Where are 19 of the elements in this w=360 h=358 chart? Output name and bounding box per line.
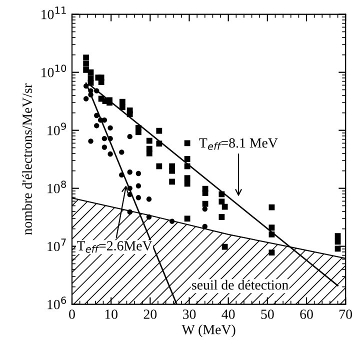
x-tick-label: 60 bbox=[300, 310, 313, 319]
annotation: T$_{eff}$=8.1 MeV bbox=[199, 138, 278, 150]
x-axis-title: W (MeV) bbox=[182, 324, 236, 338]
x-tick-label: 0 bbox=[69, 310, 75, 319]
x-tick-label: 30 bbox=[182, 310, 196, 319]
x-tick-label: 50 bbox=[261, 310, 274, 319]
y-axis-title: nombre d'électrons/MeV/sr bbox=[22, 84, 32, 235]
y-tick-label: 10$^{11}$ bbox=[42, 6, 66, 20]
y-tick-label: 10$^{9}$ bbox=[48, 122, 66, 136]
x-tick-label: 10 bbox=[105, 310, 118, 319]
series-label: seuil de détection bbox=[192, 280, 288, 290]
y-tick-label: 10$^{6}$ bbox=[48, 296, 66, 310]
y-tick-label: 10$^{10}$ bbox=[42, 64, 66, 78]
x-tick-label: 70 bbox=[340, 310, 352, 319]
y-tick-label: 10$^{7}$ bbox=[48, 238, 66, 252]
x-tick-label: 40 bbox=[222, 310, 235, 319]
x-tick-label: 20 bbox=[144, 310, 157, 319]
annotation: T$_{eff}$=2.6MeV bbox=[76, 241, 152, 253]
y-tick-label: 10$^{8}$ bbox=[48, 180, 66, 194]
